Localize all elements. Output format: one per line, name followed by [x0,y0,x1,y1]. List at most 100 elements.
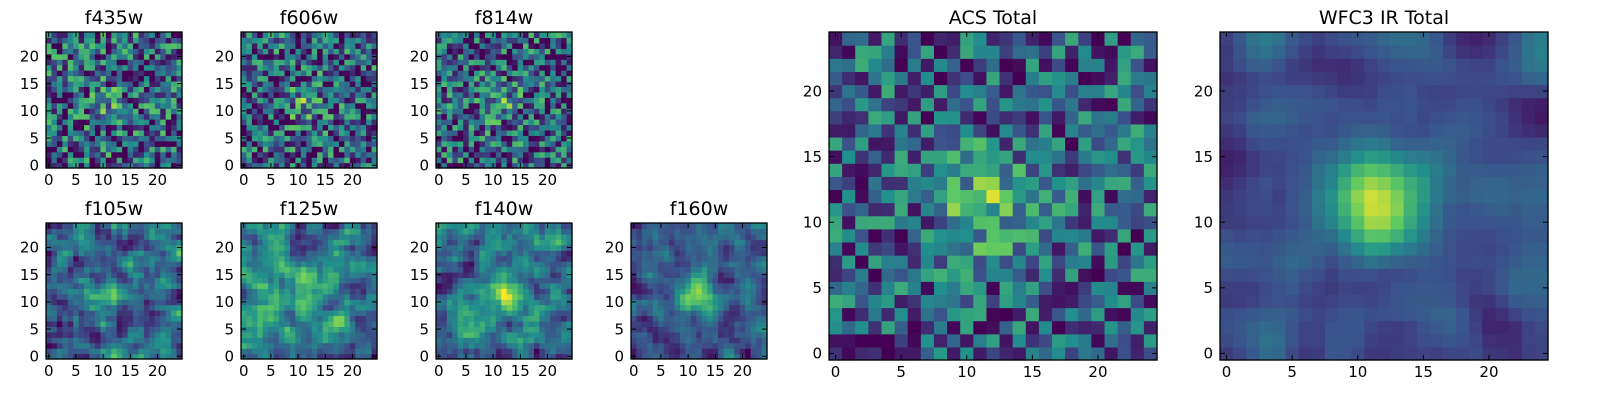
heatmap-cell [512,304,519,311]
heatmap-cell [707,320,714,327]
heatmap-cell [127,310,134,317]
heatmap-cell [111,108,118,115]
heatmap-cell [479,310,486,317]
heatmap-cell [495,129,502,136]
heatmap-cell [355,102,362,109]
heatmap-cell [641,266,648,273]
heatmap-cell [555,315,562,322]
heatmap-cell [566,348,573,355]
heatmap-cell [143,86,150,93]
heatmap-cell [663,250,670,257]
y-tick-label: 20 [20,239,39,257]
heatmap-cell [501,48,508,55]
heatmap-cell [262,162,269,169]
heatmap-cell [463,310,470,317]
heatmap-cell [539,80,546,87]
heatmap-cell [555,353,562,360]
heatmap-cell [641,282,648,289]
heatmap-cell [328,97,335,104]
heatmap-cell [160,271,167,278]
heatmap-cell [739,250,746,257]
heatmap-cell [165,348,172,355]
heatmap-cell [56,157,63,164]
heatmap-cell [1104,320,1119,335]
heatmap-cell [56,32,63,39]
heatmap-cell [452,255,459,262]
heatmap-cell [457,282,464,289]
heatmap-cell [463,228,470,235]
heatmap-cell [555,337,562,344]
heatmap-cell [750,326,757,333]
heatmap-cell [441,42,448,49]
heatmap-cell [555,32,562,39]
heatmap-cell [160,304,167,311]
y-tick-label: 10 [410,293,429,311]
heatmap-cell [268,86,275,93]
heatmap-cell [171,261,178,268]
heatmap-cell [441,326,448,333]
heatmap-cell [539,151,546,158]
heatmap-cell [561,157,568,164]
heatmap-cell [328,32,335,39]
heatmap-cell [479,326,486,333]
heatmap-cell [523,146,530,153]
heatmap-cell [446,48,453,55]
heatmap-cell [436,151,443,158]
heatmap-cell [973,241,988,256]
heatmap-cell [127,70,134,77]
heatmap-cell [62,70,69,77]
heatmap-cell [78,255,85,262]
heatmap-cell [855,268,869,282]
heatmap-cell [149,75,156,82]
heatmap-cell [295,277,302,284]
heatmap-cell [257,42,264,49]
heatmap-cell [712,342,719,349]
heatmap-cell [501,108,508,115]
heatmap-cell [474,113,481,120]
heatmap-cell [51,48,58,55]
heatmap-cell [371,146,378,153]
heatmap-cell [171,124,178,131]
heatmap-cell [707,331,714,338]
heatmap-cell [685,304,692,311]
heatmap-cell [457,326,464,333]
heatmap-cell [517,277,524,284]
heatmap-cell [739,239,746,246]
heatmap-cell [67,331,74,338]
heatmap-cell [933,333,948,348]
heatmap-cell [94,108,101,115]
heatmap-cell [111,42,118,49]
heatmap-cell [328,80,335,87]
heatmap-cell [1143,241,1158,256]
heatmap-cell [631,337,638,344]
heatmap-cell [1078,307,1092,322]
heatmap-cell [122,271,129,278]
heatmap-cell [143,266,150,273]
heatmap-cell [868,346,883,361]
heatmap-cell [295,239,302,246]
heatmap-cell [734,266,741,273]
heatmap-cell [512,146,519,153]
heatmap-cell [484,277,491,284]
heatmap-cell [100,255,107,262]
heatmap-cell [328,320,335,327]
heatmap-cell [306,271,313,278]
heatmap-cell [127,282,134,289]
heatmap-cell [262,223,269,230]
heatmap-cell [251,59,258,66]
axes-frame [435,31,573,169]
heatmap-cell [322,250,329,257]
heatmap-cell [51,326,58,333]
heatmap-cell [1130,176,1145,191]
heatmap-cell [67,151,74,158]
heatmap-cell [289,304,296,311]
heatmap-cell [1012,202,1027,217]
heatmap-cell [641,239,648,246]
heatmap-cell [761,277,768,284]
heatmap-cell [273,304,280,311]
heatmap-cell [512,228,519,235]
heatmap-cell [441,223,448,230]
heatmap-cell [154,119,161,126]
x-tick-label: 15 [511,171,530,189]
panel-title: f606w [280,7,339,29]
